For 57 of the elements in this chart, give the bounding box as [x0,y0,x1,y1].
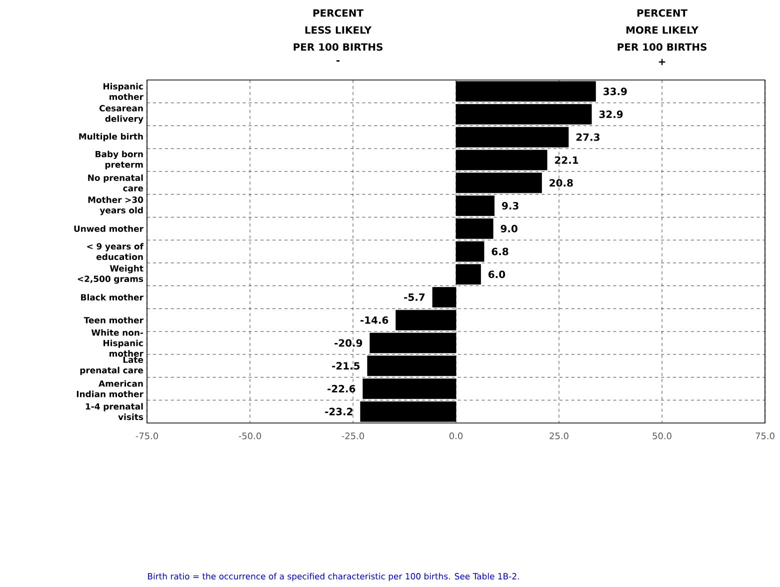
text: PERCENT [637,9,688,17]
text: + [658,58,666,66]
data-label: 9.3 [502,202,518,210]
data-label: 22.1 [555,156,578,164]
data-label: 20.8 [550,179,573,187]
bar [456,264,481,285]
y-tick-label: Cesarean delivery [100,105,144,124]
y-tick-label: < 9 years of education [87,242,144,260]
data-label: 27.3 [576,133,600,141]
x-tick-label: 50.0 [652,432,672,440]
y-tick-label: Hispanic mother [104,82,144,100]
y-tick-label: Unwed mother [74,225,144,232]
data-label: -5.7 [404,294,425,301]
y-tick-label: Baby born preterm [96,150,143,170]
bar [456,150,548,170]
bar [456,196,495,216]
y-tick-label: American Indian mother [76,380,144,398]
y-tick-label: 1-4 prenatal visits [86,403,144,420]
bar [456,241,484,262]
y-tick-label: No prenatal care [88,174,144,192]
y-tick-label: Multiple birth [79,133,143,142]
data-label: -20.9 [334,339,362,347]
bar [456,218,494,239]
text: PERCENT [313,9,364,17]
data-label: -21.5 [332,362,360,370]
data-label: 33.9 [604,88,627,96]
data-label: 6.0 [488,270,506,278]
data-label: 6.8 [492,248,508,256]
data-label: 9.0 [500,224,518,232]
text: - [336,60,340,62]
y-tick-label: Late prenatal care [80,356,144,376]
data-label: -23.2 [325,408,352,416]
y-tick-label: Teen mother [84,316,144,324]
data-label: -14.6 [360,316,388,324]
text: Birth ratio = the occurrence of a specified characteristic per 100 births. See Table 1B-2. [148,572,519,582]
bar [432,287,456,308]
text: PER 100 BIRTHS [294,43,382,51]
x-tick-label: -50.0 [238,432,262,440]
bar [367,356,456,376]
text: PER 100 BIRTHS [618,43,706,51]
y-tick-label: Mother >30 years old [88,196,144,216]
bar [456,126,569,148]
x-tick-label: 75.0 [756,432,774,440]
bar [370,332,456,354]
data-label: 32.9 [599,110,623,118]
y-tick-label: Black mother [81,294,144,301]
x-tick-label: 0.0 [449,432,463,440]
bar [456,172,542,194]
y-tick-label: Weight <2,500 grams [78,265,144,284]
text: MORE LIKELY [626,26,699,34]
x-tick-label: -25.0 [342,432,364,440]
text: LESS LIKELY [305,26,372,34]
y-tick-label: White non-Hispanic mother [91,329,144,357]
x-tick-label: -75.0 [136,432,158,440]
bar [396,310,456,330]
x-tick-label: 25.0 [550,432,568,440]
data-label: -22.6 [328,384,356,392]
